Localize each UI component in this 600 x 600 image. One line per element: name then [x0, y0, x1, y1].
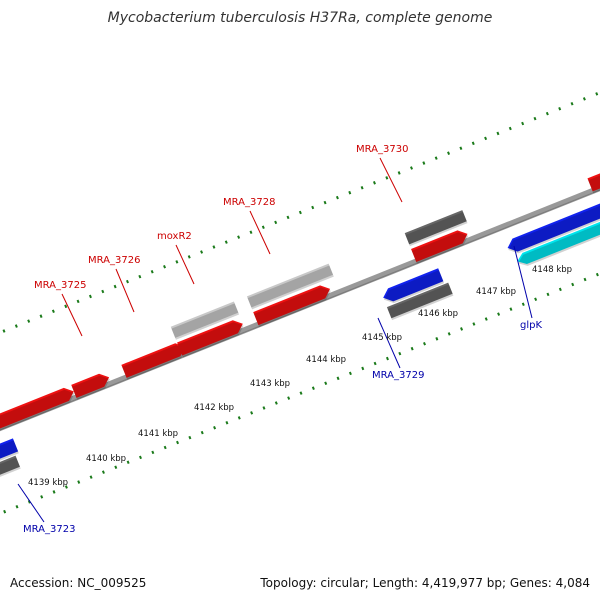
gene-labels: MRA_3725 MRA_3726 moxR2 MRA_3728 MRA_3730 MRA… [23, 144, 542, 535]
gene-label-reverse[interactable]: MRA_3729 [372, 370, 424, 381]
gene-forward-3[interactable] [121, 340, 188, 380]
gene-highlight[interactable] [515, 218, 600, 269]
gene-label-forward[interactable]: moxR2 [157, 231, 192, 242]
gene-grey-3[interactable] [404, 210, 468, 247]
gene-glpk[interactable] [505, 200, 600, 257]
gene-label-forward[interactable]: MRA_3730 [356, 144, 408, 155]
gene-reverse-1[interactable] [0, 438, 19, 473]
scale-label: 4147 kbp [476, 287, 516, 297]
gene-forward-2[interactable] [71, 371, 112, 400]
accession-text: Accession: NC_009525 [10, 576, 147, 590]
gene-forward-1[interactable] [0, 385, 77, 432]
gene-label-reverse[interactable]: MRA_3723 [23, 524, 75, 535]
gene-mra-3730[interactable] [411, 227, 471, 264]
gene-mra-3729[interactable] [381, 268, 445, 306]
scale-label: 4148 kbp [532, 265, 572, 275]
scale-label: 4141 kbp [138, 429, 178, 439]
lower-tick-track [3, 272, 599, 514]
topology-text: Topology: circular; Length: 4,419,977 bp… [260, 576, 590, 590]
gene-grey-2[interactable] [246, 263, 334, 310]
scale-label: 4145 kbp [362, 333, 402, 343]
scale-label: 4143 kbp [250, 379, 290, 389]
gene-label-forward[interactable]: MRA_3726 [88, 255, 140, 266]
gene-grey-4[interactable] [0, 455, 21, 488]
scale-labels: 4139 kbp 4140 kbp 4141 kbp 4142 kbp 4143 kbp… [28, 265, 572, 488]
gene-grey-5[interactable] [386, 282, 454, 321]
map-title: Mycobacterium tuberculosis H37Ra, comple… [107, 10, 493, 26]
scale-label: 4140 kbp [86, 454, 126, 464]
gene-label-forward[interactable]: MRA_3728 [223, 197, 275, 208]
gene-mox-r2[interactable] [177, 317, 246, 358]
gene-grey-1[interactable] [170, 301, 240, 340]
gene-forward-right[interactable] [587, 163, 600, 194]
gene-label-reverse[interactable]: glpK [520, 320, 542, 331]
scale-label: 4144 kbp [306, 355, 346, 365]
scale-label: 4146 kbp [418, 309, 458, 319]
upper-tick-track [2, 92, 599, 333]
gene-mra-3728[interactable] [253, 282, 333, 327]
scale-label: 4139 kbp [28, 478, 68, 488]
scale-label: 4142 kbp [194, 403, 234, 413]
gene-features [0, 163, 600, 488]
gene-label-forward[interactable]: MRA_3725 [34, 280, 86, 291]
label-leader-lines [17, 157, 533, 523]
